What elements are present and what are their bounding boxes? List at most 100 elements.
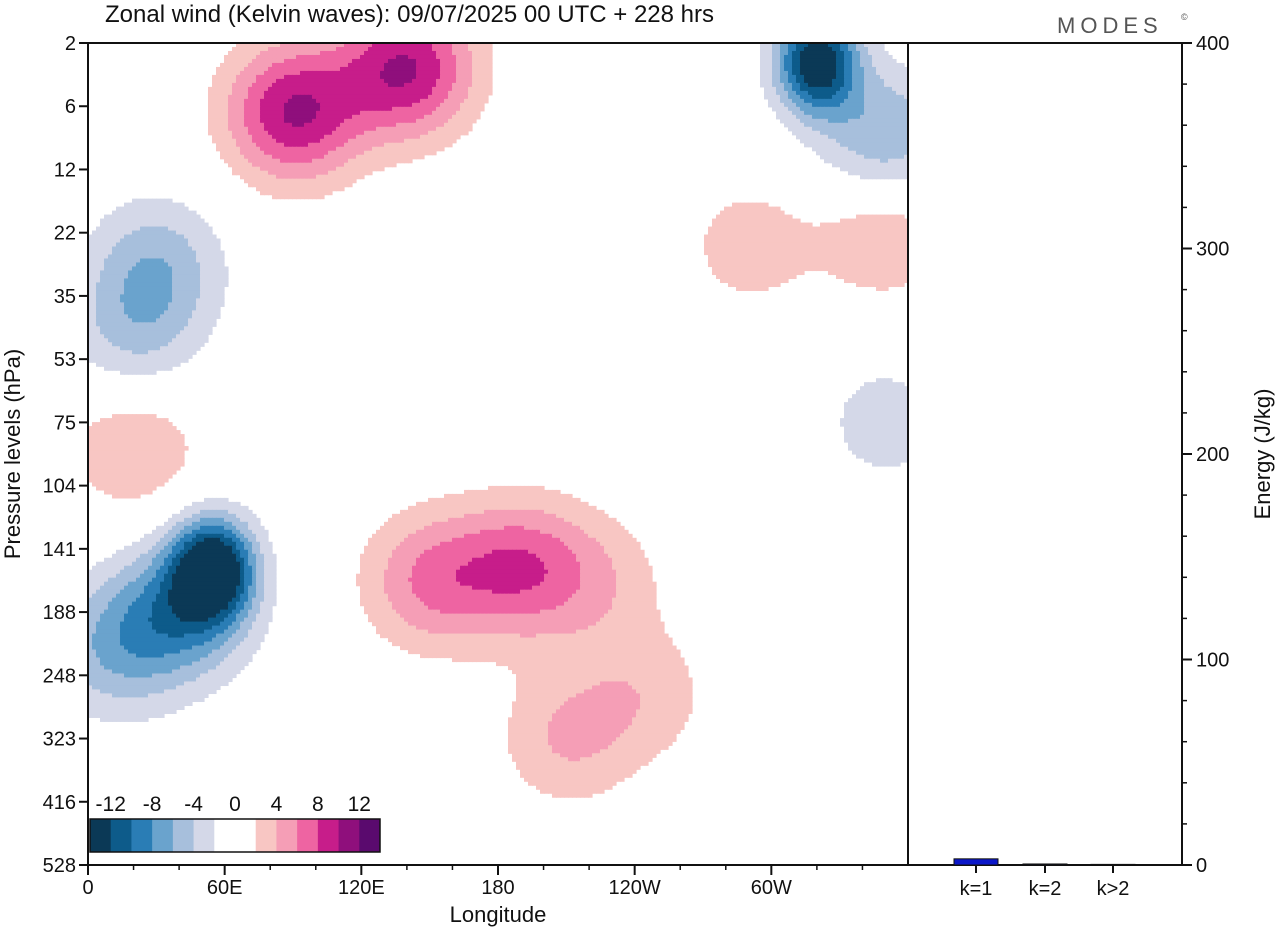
heatmap-cell — [96, 250, 101, 256]
heatmap-cell — [116, 250, 121, 256]
heatmap-cell — [872, 258, 877, 264]
heatmap-cell — [328, 90, 333, 96]
heatmap-cell — [860, 70, 865, 76]
heatmap-cell — [156, 234, 161, 240]
heatmap-cell — [180, 218, 185, 224]
heatmap-cell — [904, 118, 908, 124]
heatmap-cell — [216, 270, 221, 276]
heatmap-cell — [320, 66, 325, 72]
heatmap-cell — [876, 134, 881, 140]
heatmap-cell — [868, 242, 873, 248]
heatmap-cell — [372, 122, 377, 128]
heatmap-cell — [884, 54, 889, 60]
heatmap-cell — [720, 214, 725, 220]
heatmap-cell — [256, 174, 261, 180]
heatmap-cell — [796, 130, 801, 136]
heatmap-cell — [320, 54, 325, 60]
heatmap-cell — [440, 106, 445, 112]
heatmap-cell — [824, 58, 829, 64]
heatmap-cell — [200, 302, 205, 307]
heatmap-cell — [892, 222, 897, 228]
heatmap-cell — [456, 46, 461, 52]
heatmap-cell — [820, 138, 825, 144]
heatmap-cell — [104, 214, 109, 220]
heatmap-cell — [896, 146, 901, 152]
heatmap-cell — [204, 302, 209, 307]
heatmap-cell — [192, 242, 197, 248]
heatmap-cell — [96, 290, 101, 295]
heatmap-cell — [360, 90, 365, 96]
heatmap-cell — [472, 90, 477, 96]
heatmap-cell — [228, 98, 233, 104]
heatmap-cell — [268, 122, 273, 128]
heatmap-cell — [216, 126, 221, 132]
heatmap-cell — [852, 122, 857, 128]
heatmap-cell — [328, 58, 333, 64]
heatmap-cell — [276, 158, 281, 164]
heatmap-cell — [844, 43, 849, 48]
heatmap-cell — [808, 234, 813, 240]
heatmap-cell — [96, 298, 101, 303]
heatmap-cell — [180, 262, 185, 268]
heatmap-cell — [144, 294, 149, 299]
heatmap-cell — [168, 242, 173, 248]
heatmap-cell — [828, 226, 833, 232]
heatmap-cell — [96, 242, 101, 248]
heatmap-cell — [796, 98, 801, 104]
heatmap-cell — [784, 114, 789, 120]
heatmap-cell — [268, 94, 273, 100]
heatmap-cell — [296, 166, 301, 172]
heatmap-cell — [892, 234, 897, 240]
heatmap-cell — [220, 98, 225, 104]
heatmap-cell — [744, 254, 749, 260]
heatmap-cell — [824, 78, 829, 84]
heatmap-cell — [412, 90, 417, 96]
heatmap-cell — [216, 110, 221, 116]
heatmap-cell — [756, 214, 761, 220]
heatmap-cell — [884, 226, 889, 232]
heatmap-cell — [400, 46, 405, 52]
heatmap-cell — [848, 250, 853, 256]
heatmap-cell — [484, 50, 489, 56]
heatmap-cell — [404, 86, 409, 92]
heatmap-cell — [904, 78, 908, 84]
heatmap-cell — [364, 94, 369, 100]
heatmap-cell — [432, 138, 437, 144]
heatmap-cell — [760, 278, 765, 284]
heatmap-cell — [264, 86, 269, 92]
heatmap-cell — [824, 150, 829, 156]
heatmap-cell — [164, 214, 169, 220]
heatmap-cell — [460, 122, 465, 128]
heatmap-cell — [760, 230, 765, 236]
heatmap-cell — [212, 242, 217, 248]
heatmap-cell — [424, 82, 429, 88]
heatmap-cell — [136, 226, 141, 232]
heatmap-cell — [252, 86, 257, 92]
heatmap-cell — [388, 66, 393, 72]
heatmap-cell — [732, 222, 737, 228]
heatmap-cell — [456, 126, 461, 132]
heatmap-cell — [240, 174, 245, 180]
heatmap-cell — [796, 234, 801, 240]
heatmap-cell — [884, 222, 889, 228]
heatmap-cell — [900, 166, 905, 172]
heatmap-cell — [292, 66, 297, 72]
heatmap-cell — [468, 82, 473, 88]
heatmap-cell — [268, 158, 273, 164]
brand-logo: MODES — [1057, 13, 1163, 38]
heatmap-cell — [224, 154, 229, 160]
heatmap-cell — [272, 46, 277, 52]
heatmap-cell — [352, 46, 357, 52]
heatmap-cell — [332, 86, 337, 92]
heatmap-cell — [852, 98, 857, 104]
heatmap-cell — [108, 286, 113, 291]
heatmap-cell — [276, 78, 281, 84]
heatmap-cell — [728, 258, 733, 264]
heatmap-cell — [100, 314, 105, 319]
heatmap-cell — [432, 150, 437, 156]
heatmap-cell — [388, 126, 393, 132]
heatmap-cell — [836, 158, 841, 164]
heatmap-cell — [412, 114, 417, 120]
heatmap-cell — [328, 98, 333, 104]
heatmap-cell — [228, 126, 233, 132]
